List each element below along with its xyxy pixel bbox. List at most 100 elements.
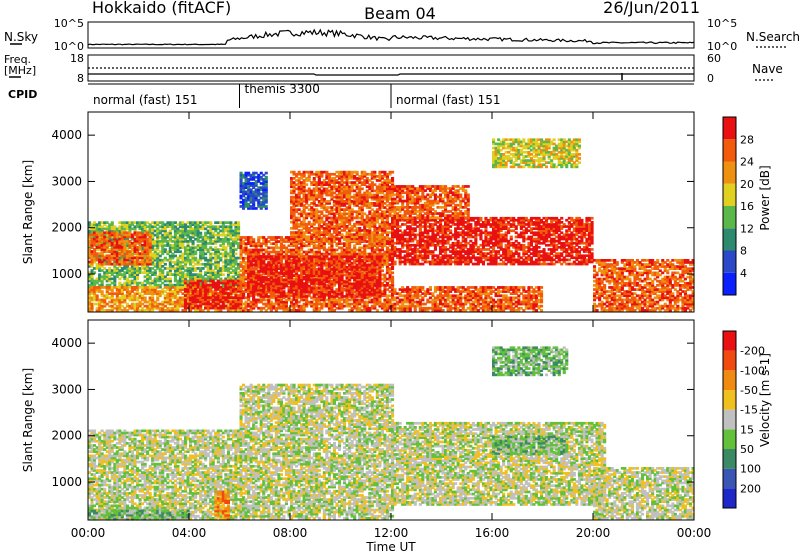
echo-cell (88, 243, 92, 247)
echo-cell (98, 241, 102, 245)
echo-cell (128, 258, 132, 262)
echo-cell (95, 225, 99, 229)
echo-cell (204, 242, 208, 245)
echo-cell (93, 248, 97, 251)
echo-cell (237, 273, 241, 276)
echo-cell (123, 286, 127, 289)
echo-cell (214, 227, 218, 231)
echo-cell (229, 242, 233, 245)
echo-cell (158, 294, 162, 298)
echo-cell (138, 252, 142, 255)
echo-cell (108, 286, 112, 289)
echo-cell (158, 283, 162, 287)
echo-cell (148, 233, 152, 237)
echo-cell (173, 229, 177, 233)
echo-cell (226, 275, 230, 279)
echo-cell (130, 290, 134, 293)
echo-cell (115, 252, 119, 255)
echo-cell (143, 250, 147, 253)
echo-cell (229, 225, 233, 229)
echo-cell (88, 298, 92, 302)
echo-cell (120, 300, 124, 304)
echo-cell (115, 256, 119, 260)
echo-cell (216, 254, 220, 258)
echo-cell (224, 252, 228, 256)
echo-cell (229, 267, 233, 270)
echo-cell (113, 283, 117, 287)
echo-cell (151, 254, 155, 258)
freq-tick-top: 18 (70, 52, 84, 65)
echo-cell (173, 277, 177, 281)
power-echo-cells (88, 138, 695, 312)
echo-cell (130, 271, 134, 274)
echo-cell (95, 281, 99, 285)
echo-cell (204, 277, 208, 281)
echo-cell (138, 221, 142, 224)
echo-cell (173, 267, 177, 270)
echo-cell (221, 240, 225, 243)
echo-cell (125, 237, 129, 241)
echo-cell (103, 271, 107, 274)
echo-cell (113, 281, 117, 285)
echo-cell (90, 246, 94, 249)
echo-cell (226, 258, 230, 262)
echo-cell (138, 271, 142, 274)
echo-cell (123, 277, 127, 281)
echo-cell (209, 256, 213, 260)
echo-cell (90, 235, 94, 239)
echo-cell (168, 260, 172, 264)
echo-cell (95, 231, 99, 235)
echo-cell (130, 221, 134, 224)
echo-cell (151, 258, 155, 262)
echo-cell (143, 221, 147, 224)
echo-cell (191, 269, 195, 272)
echo-cell (186, 273, 190, 276)
echo-cell (206, 229, 210, 233)
echo-cell (231, 271, 235, 274)
echo-cell (90, 277, 94, 281)
echo-cell (166, 221, 170, 224)
echo-cell (204, 231, 208, 235)
echo-cell (136, 283, 140, 287)
echo-cell (163, 244, 167, 247)
echo-cell (110, 304, 114, 308)
echo-cell (146, 256, 150, 260)
echo-cell (161, 302, 165, 306)
echo-cell (161, 242, 165, 245)
echo-cell (209, 258, 213, 262)
echo-cell (219, 271, 223, 274)
echo-cell (118, 290, 122, 293)
echo-cell (105, 225, 109, 229)
echo-cell (110, 298, 114, 302)
echo-cell (88, 241, 92, 245)
echo-cell (224, 227, 228, 231)
echo-cell (105, 250, 109, 253)
echo-cell (90, 279, 94, 283)
echo-cell (156, 221, 160, 224)
echo-cell (136, 286, 140, 289)
echo-cell (148, 227, 152, 231)
echo-cell (163, 248, 167, 251)
echo-cell (141, 248, 145, 251)
echo-cell (118, 229, 122, 233)
echo-cell (133, 248, 137, 251)
echo-cell (173, 279, 177, 283)
echo-cell (115, 292, 119, 295)
echo-cell (123, 241, 127, 245)
echo-cell (224, 267, 228, 270)
echo-cell (237, 227, 241, 231)
echo-cell (231, 242, 235, 245)
echo-cell (201, 248, 205, 251)
echo-cell (156, 306, 160, 310)
echo-cell (181, 254, 185, 258)
echo-cell (105, 243, 109, 247)
echo-cell (224, 235, 228, 239)
echo-cell (176, 271, 180, 274)
echo-cell (176, 260, 180, 264)
echo-cell (118, 252, 122, 255)
echo-cell (120, 246, 124, 249)
echo-cell (163, 237, 167, 241)
echo-cell (184, 229, 188, 233)
echo-cell (219, 279, 223, 283)
echo-cell (199, 227, 203, 231)
